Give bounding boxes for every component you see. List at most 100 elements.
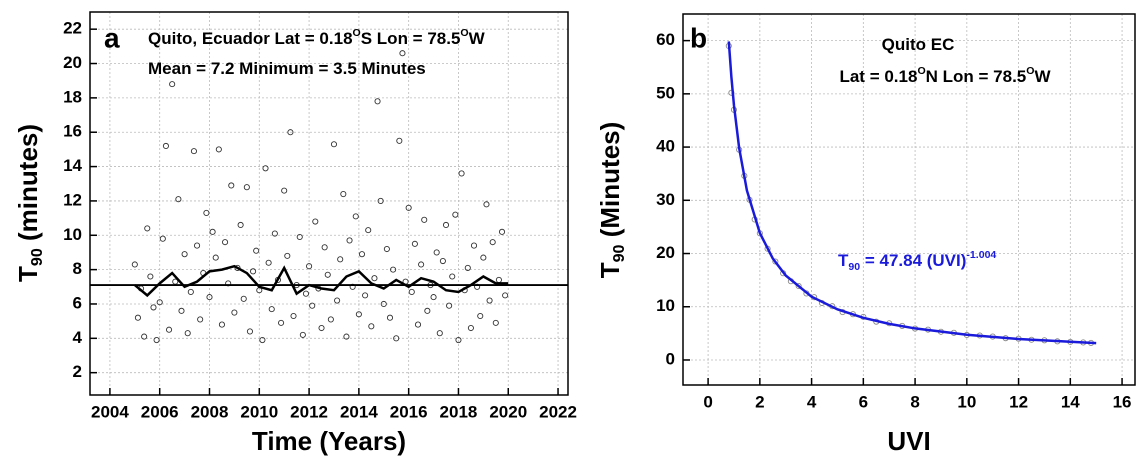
annotation-part: Quito EC: [882, 35, 955, 54]
annotation-part: O: [353, 27, 361, 39]
data-point: [380, 300, 387, 308]
data-point: [430, 294, 437, 301]
annotation-part: 90: [848, 261, 860, 273]
data-point: [271, 230, 278, 237]
y-axis-label: T90 (minutes): [13, 124, 46, 282]
y-axis-label: T90 (Minutes): [595, 122, 628, 279]
data-point: [483, 201, 490, 208]
data-point: [334, 297, 341, 304]
data-point: [250, 268, 257, 275]
data-point: [464, 264, 471, 271]
data-point: [268, 306, 275, 313]
x-tick-label: 2018: [440, 402, 478, 421]
y-tick-label: 22: [63, 19, 82, 38]
data-point: [156, 299, 163, 306]
data-point: [296, 233, 303, 241]
data-point: [324, 271, 331, 278]
data-line: [134, 264, 509, 298]
annotation-part: O: [460, 27, 468, 39]
y-tick-label: 0: [666, 349, 675, 368]
x-tick-label: 6: [859, 392, 868, 411]
data-point: [178, 307, 185, 314]
data-point: [383, 245, 390, 253]
x-tick-label: 14: [1061, 392, 1080, 411]
data-point: [396, 137, 403, 144]
data-point: [194, 242, 201, 249]
data-point: [299, 331, 306, 338]
y-tick-label: 16: [63, 122, 82, 141]
y-axis-label-part: T: [13, 266, 43, 282]
data-point: [477, 312, 484, 320]
annotation-part: W: [1034, 67, 1051, 86]
data-point: [355, 311, 362, 318]
data-point: [240, 295, 247, 302]
annotation-part: N Lon = 78.5: [926, 67, 1027, 86]
data-point: [393, 335, 400, 342]
annotation-part: -1.004: [966, 249, 996, 261]
data-point: [330, 141, 338, 148]
data-point: [492, 319, 499, 326]
data-point: [327, 316, 334, 323]
y-tick-label: 4: [73, 328, 83, 347]
annotation: Quito, Ecuador Lat = 0.18OS Lon = 78.5OW: [148, 27, 486, 49]
data-point: [399, 50, 406, 57]
data-point: [131, 261, 138, 268]
data-point: [203, 209, 210, 216]
y-tick-label: 2: [73, 362, 82, 381]
data-point: [134, 314, 141, 321]
data-point: [306, 263, 313, 270]
x-tick-label: 10: [957, 392, 976, 411]
annotation: Quito EC: [882, 35, 955, 54]
annotation: Lat = 0.18ON Lon = 78.5OW: [839, 65, 1051, 87]
data-point: [467, 324, 474, 332]
y-axis-label-part: 90: [610, 244, 628, 262]
x-tick-label: 2014: [340, 402, 378, 421]
annotation-part: = 47.84 (UVI): [860, 251, 966, 270]
x-axis-label-part: UVI: [887, 426, 930, 456]
data-point: [772, 258, 779, 265]
data-point: [234, 264, 241, 271]
data-point: [165, 326, 173, 333]
x-tick-label: 16: [1113, 392, 1132, 411]
x-axis-label: Time (Years): [252, 426, 406, 456]
x-tick-label: 2010: [240, 402, 278, 421]
x-tick-label: 2008: [191, 402, 229, 421]
y-tick-label: 18: [63, 87, 82, 106]
annotation: T90 = 47.84 (UVI)-1.004: [838, 249, 996, 273]
y-tick-label: 8: [73, 259, 82, 278]
y-tick-label: 20: [656, 243, 675, 262]
data-point: [414, 321, 422, 328]
data-point: [433, 249, 440, 256]
data-point: [449, 273, 456, 280]
data-point: [795, 282, 802, 290]
y-tick-label: 12: [63, 190, 82, 209]
x-tick-label: 2020: [489, 402, 527, 421]
x-tick-label: 2006: [141, 402, 179, 421]
data-point: [411, 240, 418, 247]
x-axis-label-part: Time (Years): [252, 426, 406, 456]
y-axis-label-part: (Minutes): [595, 122, 625, 245]
data-point: [480, 254, 487, 261]
y-tick-label: 6: [73, 293, 82, 312]
data-point: [153, 336, 160, 344]
data-point: [237, 221, 244, 229]
data-point: [215, 146, 222, 153]
data-point: [502, 292, 509, 299]
data-point: [209, 228, 216, 235]
data-point: [358, 251, 366, 258]
data-point: [312, 218, 319, 225]
data-point: [418, 261, 425, 268]
data-point: [162, 142, 169, 150]
data-point: [374, 98, 381, 105]
data-point: [281, 187, 288, 194]
data-point: [147, 273, 154, 280]
y-tick-label: 14: [63, 156, 82, 175]
data-point: [436, 330, 443, 337]
x-tick-label: 2: [755, 392, 764, 411]
data-point: [302, 290, 310, 297]
data-point: [405, 204, 412, 211]
data-point: [408, 288, 415, 296]
data-point: [246, 328, 254, 335]
data-point: [386, 314, 394, 321]
data-point: [424, 307, 431, 314]
